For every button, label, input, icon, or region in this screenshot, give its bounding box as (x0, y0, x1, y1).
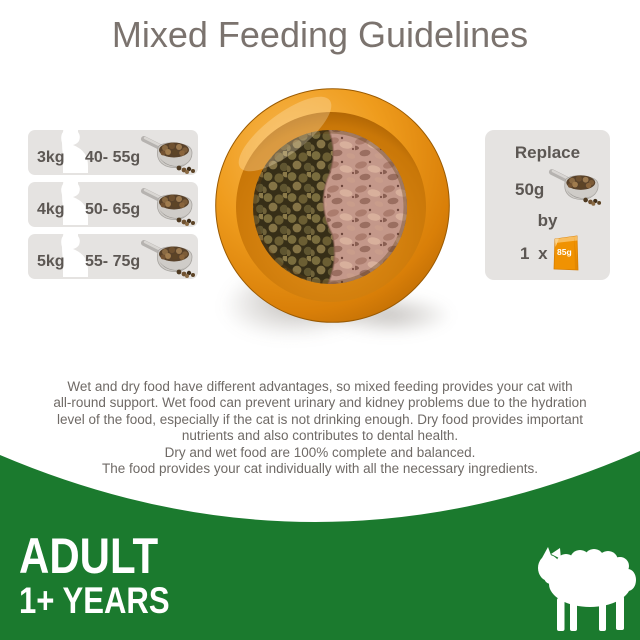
life-stage-label: ADULT (19, 528, 159, 584)
replace-label: Replace (514, 143, 581, 162)
dry-amount-label: 50g (515, 180, 545, 199)
amount-label: 50- 65g (85, 201, 141, 218)
dry-food-scoop-icon (139, 237, 197, 278)
dry-food-scoop-icon (547, 166, 603, 206)
feeding-row: 3kg 40- 55g (28, 125, 198, 175)
footer-band (0, 451, 640, 640)
replace-panel: Replace 50g by 1 x 85g (485, 130, 610, 280)
description-text: Wet and dry food have different advantag… (53, 379, 587, 477)
weight-label: 4kg (37, 201, 65, 218)
weight-label: 5kg (37, 253, 65, 270)
page-title: Mixed Feeding Guidelines (111, 14, 529, 55)
dry-food-scoop-icon (139, 185, 197, 226)
feeding-row: 5kg 55- 75g (28, 229, 198, 279)
feeding-row: 4kg 50- 65g (28, 177, 198, 227)
pouch-size-label: 85g (557, 247, 572, 257)
amount-label: 55- 75g (85, 253, 141, 270)
sheep-silhouette-icon (538, 547, 636, 631)
by-label: by (537, 211, 558, 230)
age-range-label: 1+ YEARS (19, 580, 170, 621)
count-label: 1 x (520, 244, 550, 263)
weight-label: 3kg (37, 149, 65, 166)
mixed-food-bowl-photo (215, 88, 450, 323)
dry-food-scoop-icon (139, 133, 197, 174)
feeding-guide-panel: 3kg 40- 55g 4kg 50- 65g 5kg 55- 75g (28, 125, 198, 286)
amount-label: 40- 55g (85, 149, 141, 166)
